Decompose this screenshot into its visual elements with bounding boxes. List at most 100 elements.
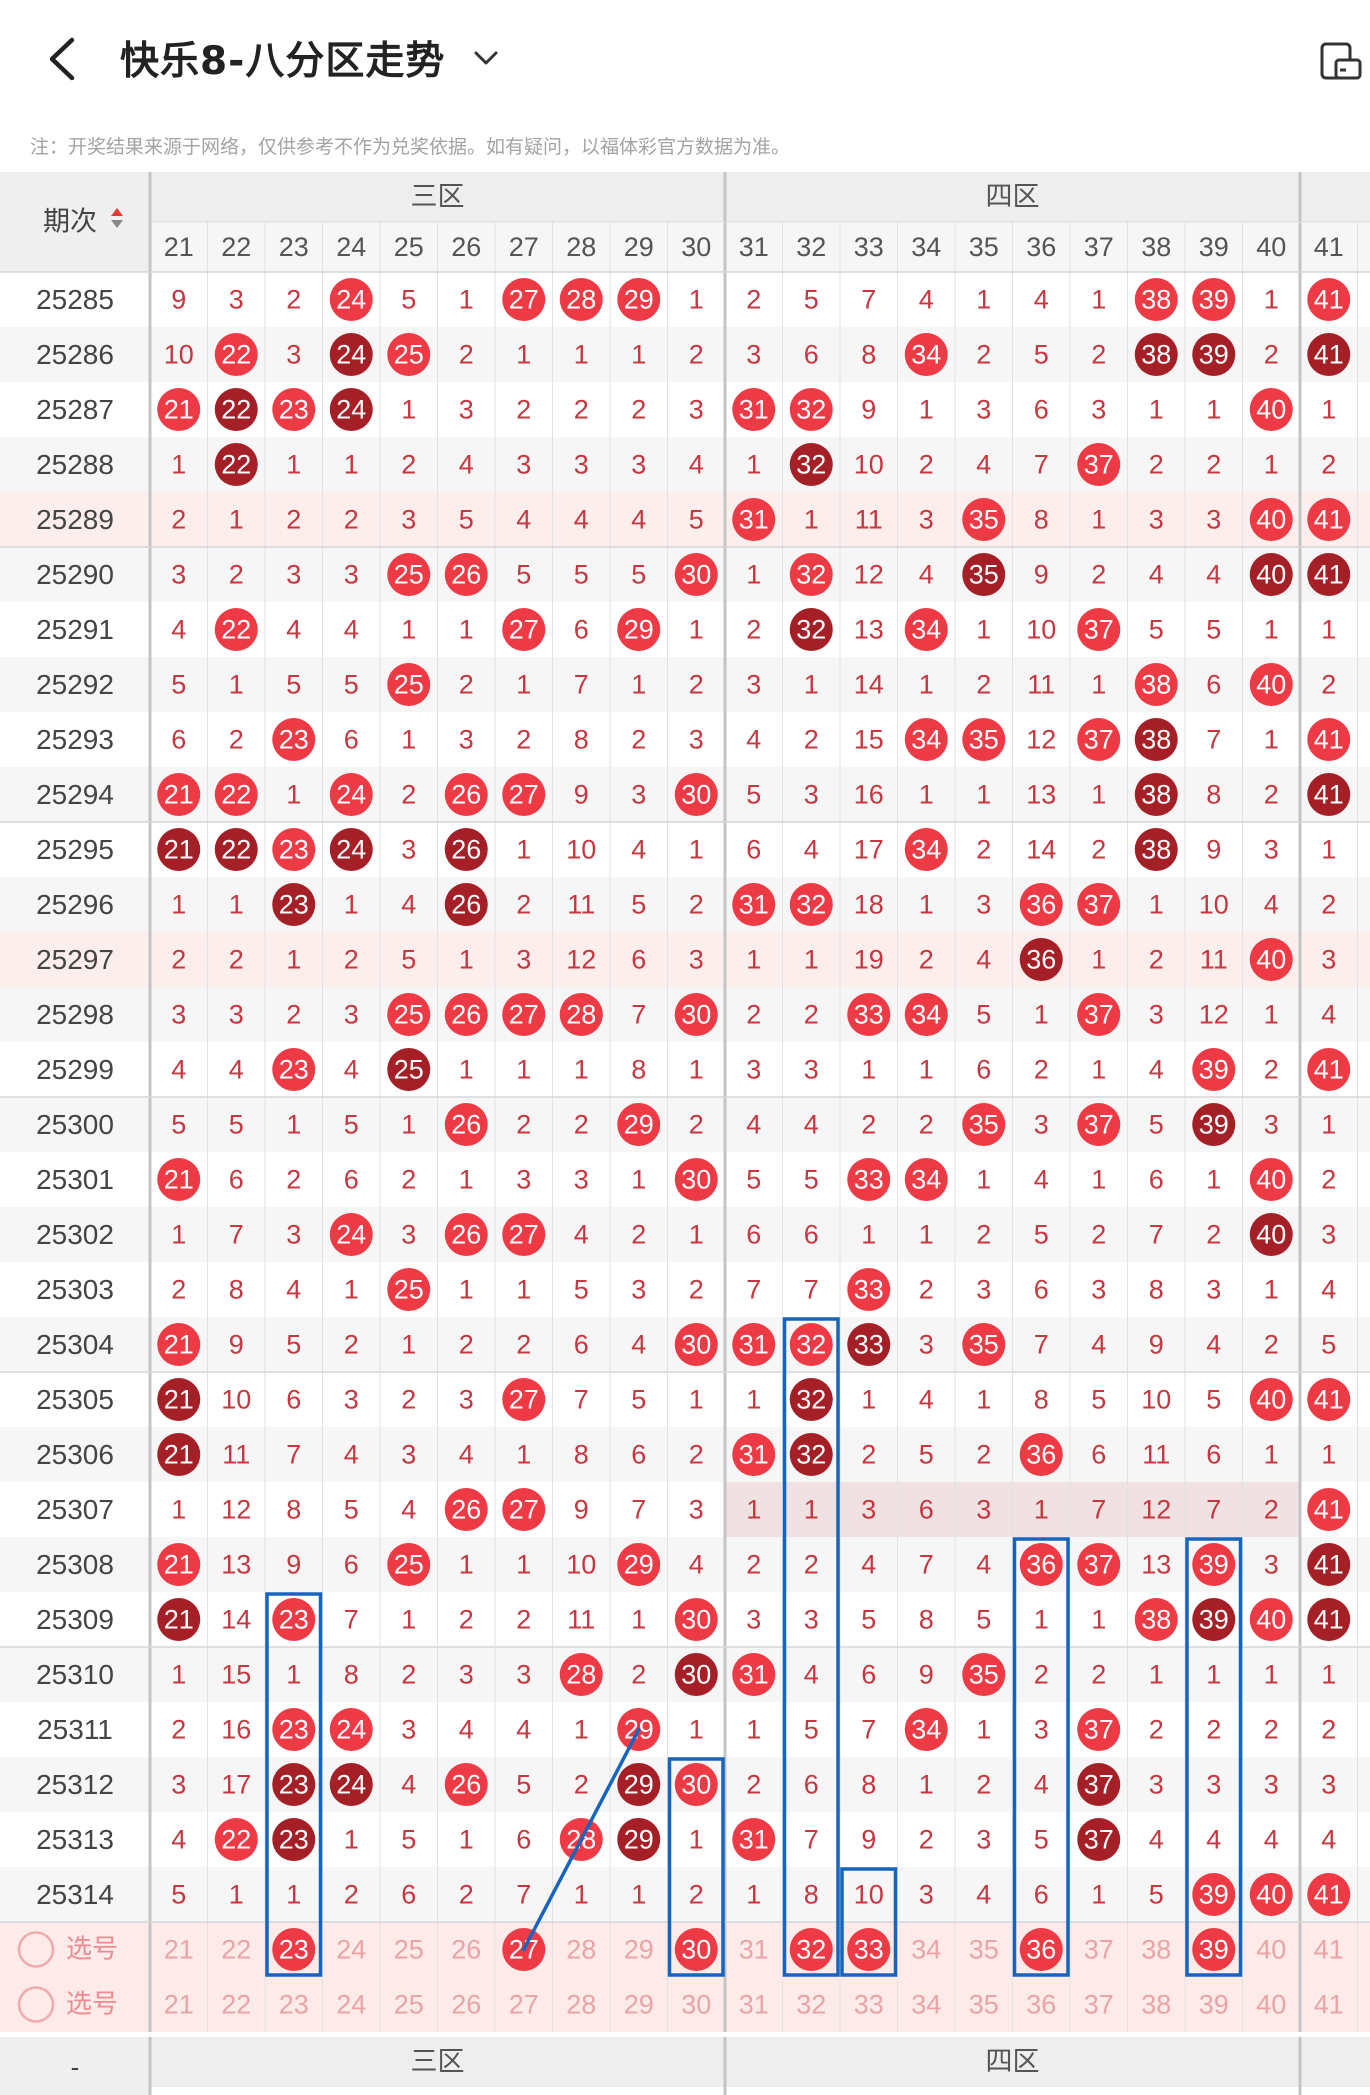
picked-number-ball[interactable] — [1019, 1928, 1063, 1971]
pick-number[interactable]: 38 — [1141, 1990, 1171, 2020]
pick-number[interactable]: 23 — [279, 1990, 309, 2020]
pick-number[interactable]: 34 — [911, 1935, 941, 1965]
picked-number-ball[interactable] — [789, 1928, 833, 1971]
drawn-number-ball — [674, 1323, 718, 1366]
pick-number[interactable]: 32 — [796, 1990, 826, 2020]
miss-count: 1 — [689, 1715, 704, 1745]
miss-count: 2 — [689, 1110, 704, 1140]
pick-number[interactable]: 41 — [1314, 1935, 1344, 1965]
drawn-number: 41 — [1314, 1055, 1344, 1085]
miss-count: 2 — [286, 285, 301, 315]
miss-count: 1 — [746, 560, 761, 590]
pick-number[interactable]: 37 — [1084, 1990, 1114, 2020]
select-label[interactable]: 选号 — [66, 1935, 118, 1965]
miss-count: 2 — [1091, 1660, 1106, 1690]
drawn-number: 30 — [681, 1660, 711, 1690]
drawn-number-ball — [1249, 1378, 1293, 1421]
miss-count: 3 — [919, 505, 934, 535]
miss-count: 2 — [919, 1825, 934, 1855]
pick-number[interactable]: 26 — [451, 1935, 481, 1965]
pick-number[interactable]: 24 — [336, 1990, 366, 2020]
pick-number[interactable]: 40 — [1256, 1990, 1286, 2020]
page-title[interactable]: 快乐8-八分区走势 — [120, 39, 446, 84]
pick-number[interactable]: 34 — [911, 1990, 941, 2020]
drawn-number-ball — [329, 1708, 373, 1751]
pick-number[interactable]: 21 — [164, 1935, 194, 1965]
pick-number[interactable]: 37 — [1084, 1935, 1114, 1965]
miss-count: 4 — [1149, 560, 1164, 590]
picked-number[interactable]: 30 — [681, 1935, 711, 1965]
miss-count: 4 — [689, 1550, 704, 1580]
miss-count: 2 — [689, 670, 704, 700]
pick-number[interactable]: 31 — [739, 1990, 769, 2020]
miss-count: 11 — [222, 1440, 250, 1470]
pick-number[interactable]: 27 — [509, 1990, 539, 2020]
pick-number[interactable]: 33 — [854, 1990, 884, 2020]
drawn-number-ball — [1134, 1598, 1178, 1641]
pick-number[interactable]: 21 — [164, 1990, 194, 2020]
pick-number[interactable]: 35 — [969, 1990, 999, 2020]
pick-number[interactable]: 29 — [624, 1990, 654, 2020]
miss-count: 5 — [401, 285, 416, 315]
select-radio[interactable] — [17, 1931, 55, 1968]
pick-number[interactable]: 35 — [969, 1935, 999, 1965]
select-label[interactable]: 选号 — [66, 1990, 118, 2020]
miss-count: 6 — [746, 1220, 761, 1250]
picked-number-ball[interactable] — [272, 1928, 316, 1971]
miss-count: 1 — [401, 725, 416, 755]
picked-number[interactable]: 23 — [279, 1935, 309, 1965]
chevron-down-icon[interactable] — [470, 42, 502, 74]
pick-number[interactable]: 26 — [451, 1990, 481, 2020]
pick-number[interactable]: 38 — [1141, 1935, 1171, 1965]
miss-count: 2 — [689, 340, 704, 370]
drawn-number-ball — [157, 1598, 201, 1641]
miss-count: 1 — [689, 285, 704, 315]
pick-number[interactable]: 31 — [739, 1935, 769, 1965]
rotate-device-icon[interactable] — [1318, 40, 1364, 82]
top-bar: 快乐8-八分区走势 — [0, 0, 1370, 120]
picked-number[interactable]: 33 — [854, 1935, 884, 1965]
pick-number[interactable]: 36 — [1026, 1990, 1056, 2020]
pick-number[interactable]: 40 — [1256, 1935, 1286, 1965]
drawn-number-ball — [444, 883, 488, 926]
drawn-number: 37 — [1084, 450, 1114, 480]
drawn-number-ball — [617, 1818, 661, 1861]
miss-count: 5 — [516, 560, 531, 590]
pick-number[interactable]: 28 — [566, 1990, 596, 2020]
pick-number[interactable]: 29 — [624, 1935, 654, 1965]
drawn-number: 38 — [1141, 725, 1171, 755]
picked-number-ball[interactable] — [1192, 1928, 1236, 1971]
drawn-number-ball — [1134, 663, 1178, 706]
pick-number[interactable]: 22 — [221, 1935, 251, 1965]
drawn-number-ball — [387, 333, 431, 376]
pick-number[interactable]: 39 — [1199, 1990, 1229, 2020]
pick-number[interactable]: 25 — [394, 1990, 424, 2020]
miss-count: 1 — [171, 1220, 186, 1250]
chevron-left-icon[interactable] — [42, 34, 84, 84]
miss-count: 1 — [1264, 450, 1279, 480]
pick-number[interactable]: 41 — [1314, 1990, 1344, 2020]
pick-number[interactable]: 22 — [221, 1990, 251, 2020]
picked-number[interactable]: 36 — [1026, 1935, 1056, 1965]
picked-number[interactable]: 32 — [796, 1935, 826, 1965]
pick-number[interactable]: 25 — [394, 1935, 424, 1965]
drawn-number-ball — [1077, 718, 1121, 761]
pick-number[interactable]: 24 — [336, 1935, 366, 1965]
miss-count: 2 — [459, 1605, 474, 1635]
drawn-number-ball — [502, 773, 546, 816]
drawn-number: 30 — [681, 1165, 711, 1195]
miss-count: 8 — [631, 1055, 646, 1085]
drawn-number-ball — [732, 498, 776, 541]
sort-arrows-icon[interactable] — [111, 208, 123, 228]
drawn-number-ball — [444, 828, 488, 871]
drawn-number: 24 — [336, 395, 366, 425]
drawn-number: 33 — [854, 1000, 884, 1030]
picked-number[interactable]: 39 — [1199, 1935, 1229, 1965]
picked-number-ball[interactable] — [674, 1928, 718, 1971]
miss-count: 1 — [689, 615, 704, 645]
pick-number[interactable]: 28 — [566, 1935, 596, 1965]
pick-number[interactable]: 30 — [681, 1990, 711, 2020]
select-radio[interactable] — [17, 1986, 55, 2023]
drawn-number: 23 — [279, 725, 309, 755]
picked-number-ball[interactable] — [847, 1928, 891, 1971]
